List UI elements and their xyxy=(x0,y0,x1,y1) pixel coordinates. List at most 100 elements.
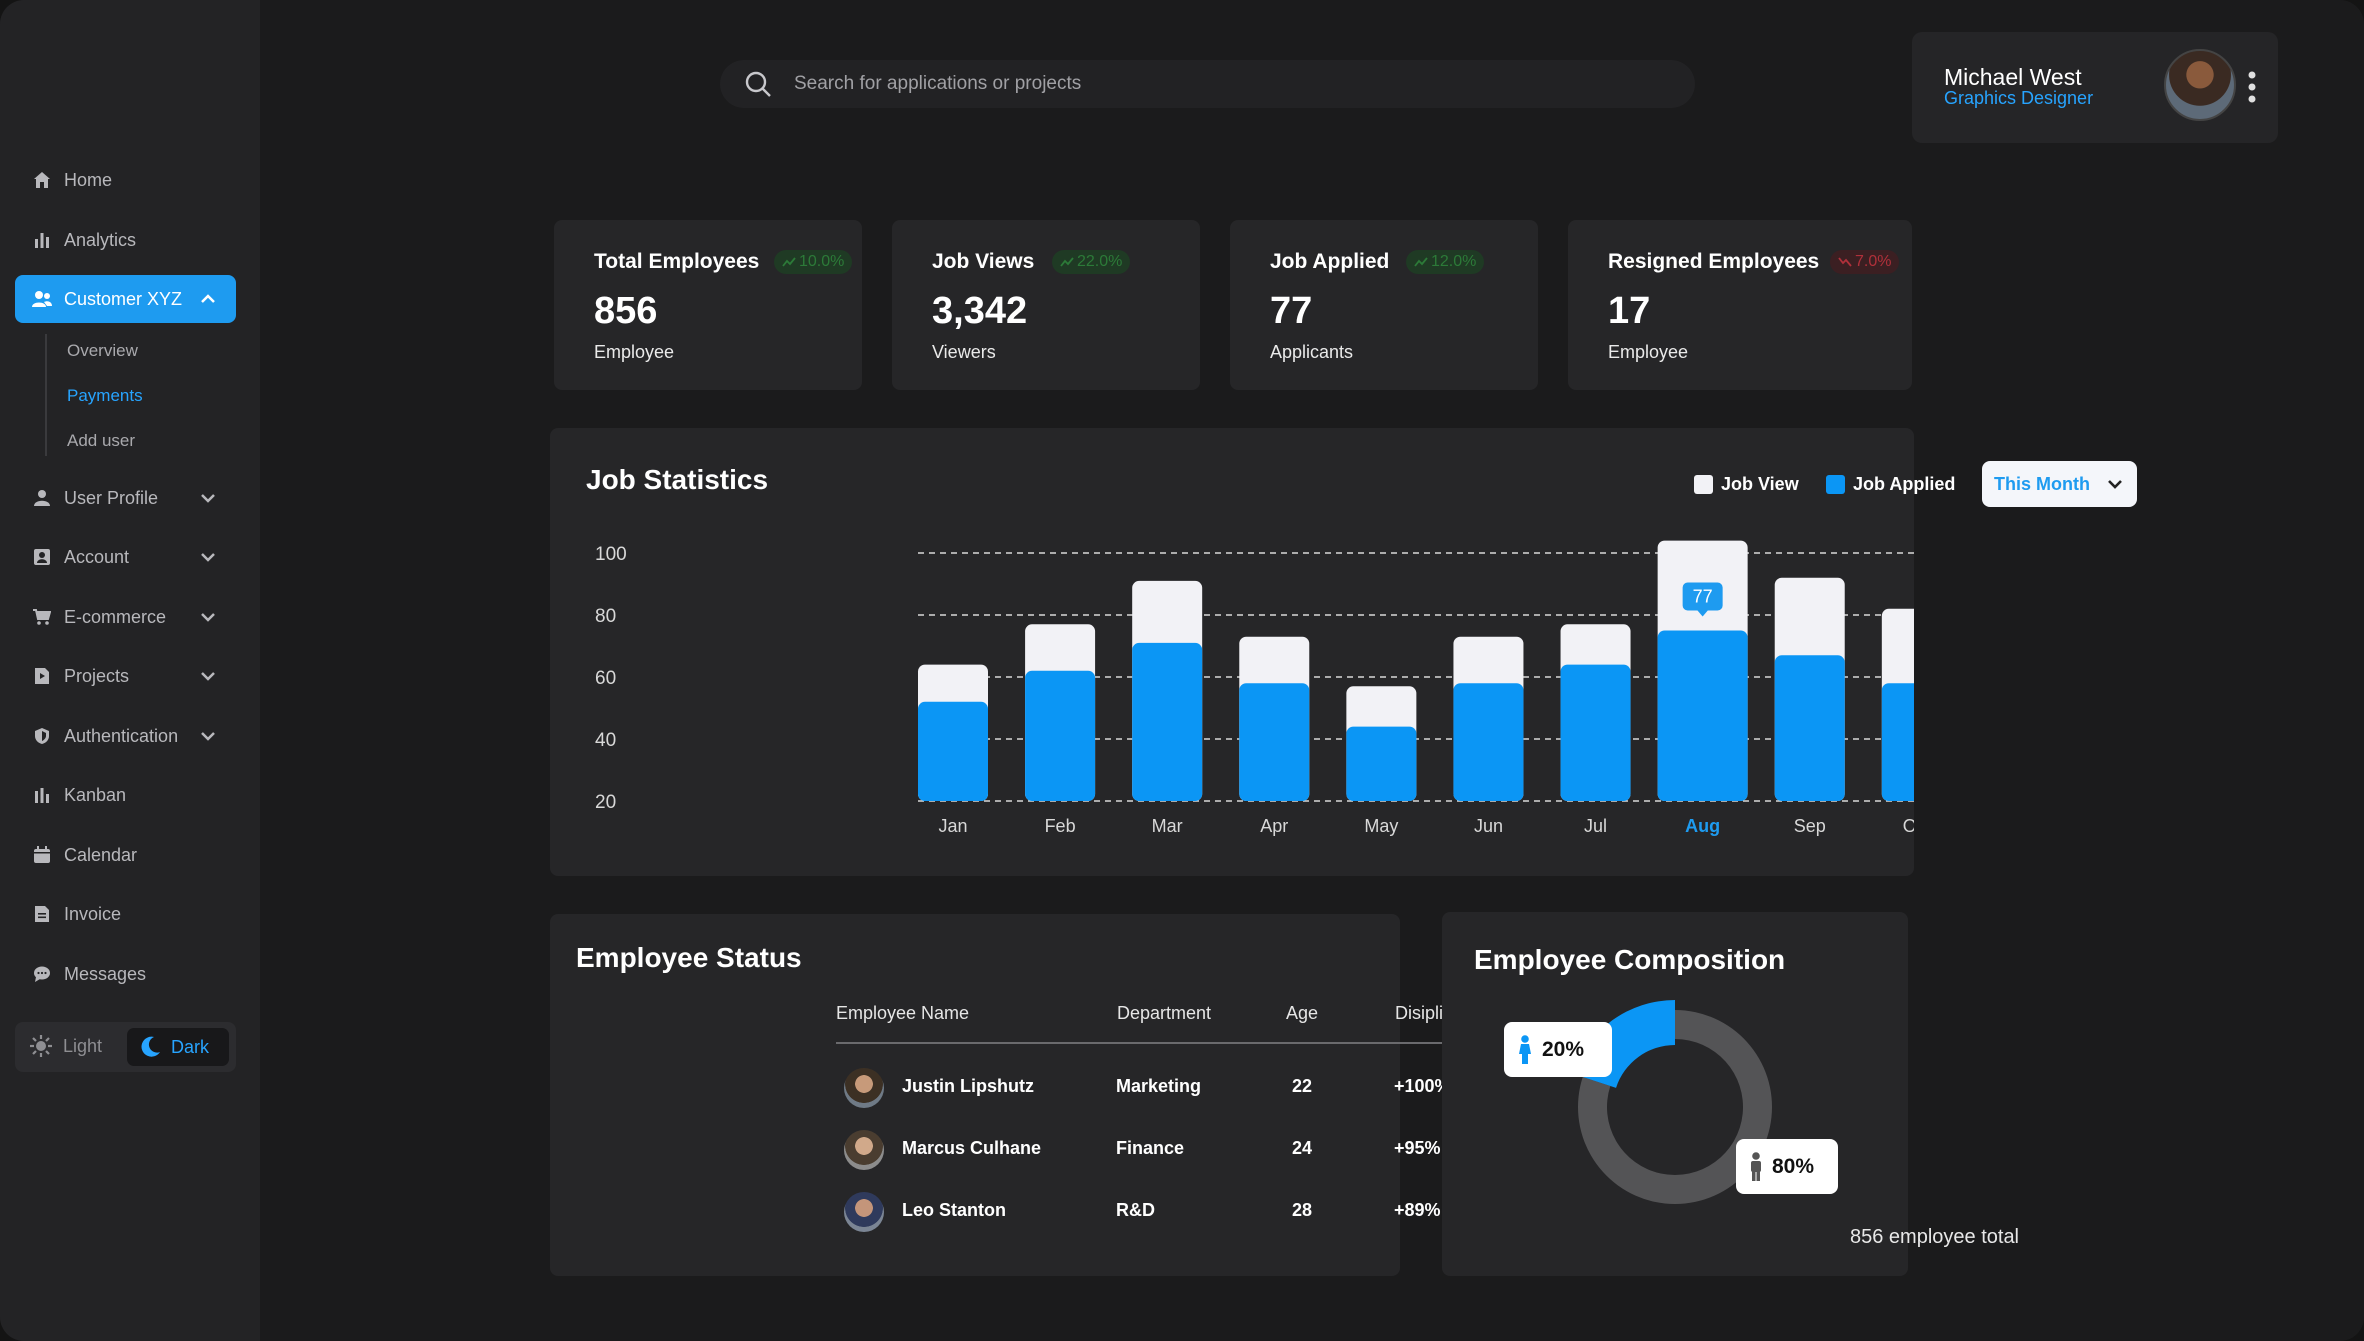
chevron-down-icon[interactable] xyxy=(198,726,218,746)
chevron-down-icon[interactable] xyxy=(198,666,218,686)
more-options-icon[interactable] xyxy=(2247,70,2257,104)
sidebar-item-projects[interactable]: Projects xyxy=(15,652,236,700)
sidebar-item-label: E-commerce xyxy=(64,607,166,628)
subnav-line xyxy=(45,334,47,456)
trend-value: 22.0% xyxy=(1077,253,1122,271)
job-statistics-chart: 20406080100Jan Feb Mar Apr May Jun Jul Aug77Sep… xyxy=(550,428,1914,876)
stat-unit: Employee xyxy=(594,342,674,363)
trend-value: 7.0% xyxy=(1855,253,1891,271)
female-percentage: 20% xyxy=(1542,1038,1584,1062)
shield-icon xyxy=(32,726,52,746)
employee-name: Marcus Culhane xyxy=(902,1138,1041,1159)
sidebar-item-authentication[interactable]: Authentication xyxy=(15,712,236,760)
theme-light-option[interactable]: Light xyxy=(29,1034,102,1058)
avatar xyxy=(844,1068,884,1108)
chevron-down-icon[interactable] xyxy=(198,607,218,627)
employee-age: 22 xyxy=(1292,1076,1312,1097)
bar-job-applied xyxy=(1882,683,1914,801)
stat-value: 77 xyxy=(1270,290,1312,333)
account-icon xyxy=(32,547,52,567)
trend-badge: 12.0% xyxy=(1406,250,1484,274)
sidebar-item-account[interactable]: Account xyxy=(15,533,236,581)
theme-light-label: Light xyxy=(63,1036,102,1057)
employee-age: 24 xyxy=(1292,1138,1312,1159)
column-header-department[interactable]: Department xyxy=(1117,1003,1211,1024)
users-icon xyxy=(32,289,52,309)
search-input[interactable] xyxy=(794,73,1654,95)
stat-unit: Applicants xyxy=(1270,342,1353,363)
calendar-icon xyxy=(32,845,52,865)
sun-icon xyxy=(29,1034,53,1058)
profile-card[interactable]: Michael West Graphics Designer xyxy=(1912,32,2278,143)
bar-job-applied xyxy=(1346,727,1416,801)
sidebar-item-messages[interactable]: Messages xyxy=(15,950,236,998)
stat-title: Job Applied xyxy=(1270,250,1389,274)
column-header-age[interactable]: Age xyxy=(1286,1003,1318,1024)
sidebar-item-label: Messages xyxy=(64,964,146,985)
analytics-icon xyxy=(32,230,52,250)
sidebar-item-label: Invoice xyxy=(64,904,121,925)
bar-job-applied xyxy=(1561,665,1631,801)
sidebar-item-home[interactable]: Home xyxy=(15,156,236,204)
male-percentage: 80% xyxy=(1772,1155,1814,1179)
sidebar-item-invoice[interactable]: Invoice xyxy=(15,890,236,938)
stat-unit: Viewers xyxy=(932,342,996,363)
main-content: Michael West Graphics Designer Total Emp… xyxy=(260,0,2364,1341)
bar-job-applied xyxy=(1239,683,1309,801)
employee-age: 28 xyxy=(1292,1200,1312,1221)
kanban-icon xyxy=(32,785,52,805)
theme-toggle: Light Dark xyxy=(15,1022,236,1072)
trend-value: 10.0% xyxy=(799,253,844,271)
bar-job-applied xyxy=(1132,643,1202,801)
chevron-up-icon[interactable] xyxy=(198,289,218,309)
x-tick-label: May xyxy=(1364,816,1398,836)
sidebar-item-label: Account xyxy=(64,547,129,568)
stat-value: 856 xyxy=(594,290,657,333)
sidebar-item-customer-xyz[interactable]: Customer XYZ xyxy=(15,275,236,323)
legend-job-applied[interactable]: Job Applied xyxy=(1826,474,1955,495)
trend-badge: 10.0% xyxy=(774,250,852,274)
chevron-down-icon[interactable] xyxy=(198,547,218,567)
search-icon xyxy=(744,70,772,98)
legend-job-view[interactable]: Job View xyxy=(1694,474,1799,495)
sidebar-item-calendar[interactable]: Calendar xyxy=(15,831,236,879)
legend-label: Job Applied xyxy=(1853,474,1955,495)
subnav-item-add-user[interactable]: Add user xyxy=(67,431,135,451)
chevron-down-icon[interactable] xyxy=(198,488,218,508)
stat-card-resigned-employees: Resigned Employees 7.0% 17 Employee xyxy=(1568,220,1912,390)
y-tick-label: 80 xyxy=(595,606,616,627)
stat-card-total-employees: Total Employees 10.0% 856 Employee xyxy=(554,220,862,390)
sidebar-item-label: Projects xyxy=(64,666,129,687)
employee-discipline: +95% xyxy=(1394,1138,1441,1159)
sidebar-item-analytics[interactable]: Analytics xyxy=(15,216,236,264)
stat-value: 17 xyxy=(1608,290,1650,333)
theme-dark-option[interactable]: Dark xyxy=(127,1028,229,1066)
sidebar-item-kanban[interactable]: Kanban xyxy=(15,771,236,819)
subnav-item-payments[interactable]: Payments xyxy=(67,386,143,406)
stat-title: Total Employees xyxy=(594,250,759,274)
avatar[interactable] xyxy=(2164,49,2236,121)
avatar xyxy=(844,1192,884,1232)
trend-up-icon xyxy=(1414,256,1428,268)
bar-tooltip-label: 77 xyxy=(1693,587,1713,607)
sidebar-item-label: User Profile xyxy=(64,488,158,509)
user-icon xyxy=(32,488,52,508)
bar-job-applied xyxy=(1775,655,1845,801)
period-select[interactable]: This Month xyxy=(1982,461,2137,507)
trend-down-icon xyxy=(1838,256,1852,268)
stat-title: Resigned Employees xyxy=(1608,250,1819,274)
employee-name: Justin Lipshutz xyxy=(902,1076,1034,1097)
bar-job-applied xyxy=(1453,683,1523,801)
y-tick-label: 40 xyxy=(595,730,616,751)
x-tick-label: Oct xyxy=(1903,816,1914,836)
x-tick-label: Aug xyxy=(1685,816,1720,836)
sidebar-item-e-commerce[interactable]: E-commerce xyxy=(15,593,236,641)
subnav-item-overview[interactable]: Overview xyxy=(67,341,138,361)
legend-swatch-applied xyxy=(1826,475,1845,494)
sidebar-item-label: Kanban xyxy=(64,785,126,806)
sidebar-item-user-profile[interactable]: User Profile xyxy=(15,474,236,522)
chevron-down-icon xyxy=(2105,474,2125,499)
column-header-name[interactable]: Employee Name xyxy=(836,1003,969,1024)
stat-value: 3,342 xyxy=(932,290,1027,333)
stat-card-job-applied: Job Applied 12.0% 77 Applicants xyxy=(1230,220,1538,390)
